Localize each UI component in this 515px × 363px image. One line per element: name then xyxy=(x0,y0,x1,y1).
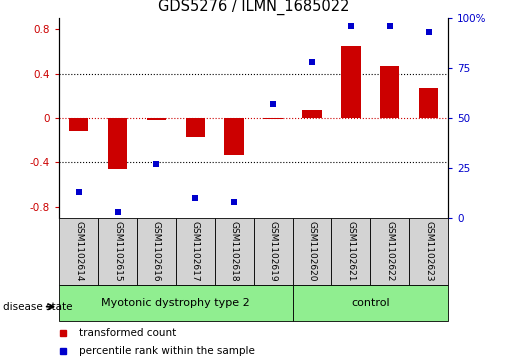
Bar xyxy=(69,118,89,131)
Text: control: control xyxy=(351,298,389,308)
Point xyxy=(191,195,199,201)
Point xyxy=(386,23,394,29)
Text: GSM1102623: GSM1102623 xyxy=(424,221,433,282)
Bar xyxy=(380,66,400,118)
Bar xyxy=(176,218,215,285)
Bar xyxy=(370,218,409,285)
Text: GSM1102621: GSM1102621 xyxy=(347,221,355,282)
Bar xyxy=(332,218,370,285)
Text: GSM1102622: GSM1102622 xyxy=(385,221,394,282)
Bar xyxy=(253,218,293,285)
Text: transformed count: transformed count xyxy=(79,328,176,338)
Bar xyxy=(108,118,127,169)
Point xyxy=(113,209,122,215)
Bar xyxy=(185,118,205,137)
Text: GSM1102616: GSM1102616 xyxy=(152,221,161,282)
Text: GSM1102618: GSM1102618 xyxy=(230,221,238,282)
Point xyxy=(75,189,83,195)
Bar xyxy=(293,218,332,285)
Bar xyxy=(137,218,176,285)
Bar xyxy=(225,118,244,155)
Bar xyxy=(293,285,448,321)
Text: disease state: disease state xyxy=(3,302,72,312)
Point xyxy=(308,59,316,65)
Title: GDS5276 / ILMN_1685022: GDS5276 / ILMN_1685022 xyxy=(158,0,349,15)
Bar xyxy=(409,218,448,285)
Bar xyxy=(419,88,438,118)
Text: GSM1102615: GSM1102615 xyxy=(113,221,122,282)
Text: GSM1102617: GSM1102617 xyxy=(191,221,200,282)
Bar xyxy=(263,118,283,119)
Point xyxy=(269,101,277,107)
Text: GSM1102620: GSM1102620 xyxy=(307,221,316,282)
Bar xyxy=(341,46,360,118)
Point xyxy=(230,199,238,205)
Bar xyxy=(59,285,293,321)
Point xyxy=(424,29,433,35)
Bar xyxy=(98,218,137,285)
Bar xyxy=(147,118,166,120)
Point xyxy=(347,23,355,29)
Text: percentile rank within the sample: percentile rank within the sample xyxy=(79,346,254,356)
Text: Myotonic dystrophy type 2: Myotonic dystrophy type 2 xyxy=(101,298,250,308)
Text: GSM1102619: GSM1102619 xyxy=(269,221,278,282)
Point xyxy=(152,161,161,167)
Bar xyxy=(302,110,322,118)
Bar xyxy=(215,218,253,285)
Bar xyxy=(59,218,98,285)
Text: GSM1102614: GSM1102614 xyxy=(74,221,83,282)
